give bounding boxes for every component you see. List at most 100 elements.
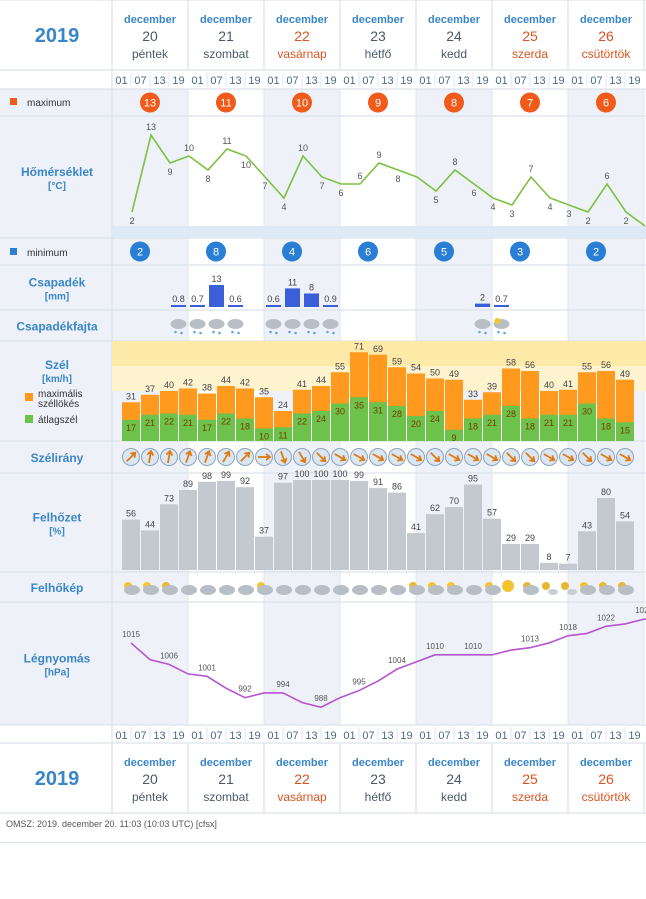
gust-value: 44 — [316, 375, 326, 385]
hour-label: 19 — [476, 75, 488, 87]
cloud-icon — [409, 585, 425, 595]
day-number: 20 — [142, 771, 158, 787]
weekday-label: vasárnap — [277, 47, 327, 61]
arrow-icon — [562, 453, 575, 462]
hour-label: 07 — [590, 730, 602, 742]
max-badge — [368, 92, 388, 113]
wind-dir-label: Szélirány — [31, 451, 84, 465]
raindrop-icon — [478, 330, 481, 334]
snowflake-icon — [237, 331, 240, 335]
cloud-value: 92 — [240, 476, 250, 486]
gust-value: 38 — [202, 383, 212, 393]
hour-label: 01 — [571, 75, 583, 87]
cloud-value: 43 — [582, 520, 592, 530]
weekday-label: hétfő — [365, 47, 392, 61]
cloud-bar — [236, 487, 254, 570]
arrow-icon — [372, 453, 385, 462]
gust-value: 40 — [164, 380, 174, 390]
snowflake-icon — [484, 331, 487, 335]
temperature-line — [131, 133, 646, 227]
cloud-icon — [238, 585, 254, 595]
max-badge — [444, 92, 464, 113]
arrow-icon — [448, 453, 461, 462]
cloud-bar — [141, 530, 159, 570]
max-badge — [520, 92, 540, 113]
precip-value: 11 — [288, 277, 297, 287]
arrow-icon — [298, 451, 307, 464]
avg-wind-bar — [312, 411, 330, 441]
cloud-bar — [445, 507, 463, 570]
wind-arrow-icon — [506, 452, 517, 463]
avg-wind-value: 21 — [145, 418, 155, 428]
wind-arrow-icon — [165, 449, 174, 464]
avg-wind-value: 30 — [335, 407, 345, 417]
rain-snow-icon — [189, 319, 206, 329]
temperature-value: 8 — [205, 174, 210, 184]
arrow-icon — [619, 453, 632, 462]
cloud-icon — [485, 585, 501, 595]
temperature-value: 10 — [298, 143, 308, 153]
cloud-icon — [371, 585, 387, 595]
hour-label: 19 — [552, 75, 564, 87]
min-value: 8 — [213, 247, 219, 259]
day-number: 25 — [522, 771, 538, 787]
arrow-icon — [467, 453, 480, 462]
avg-wind-bar — [274, 427, 292, 441]
avg-wind-value: 15 — [620, 425, 630, 435]
rain-snow-icon — [303, 319, 320, 329]
cloud-bar — [502, 543, 520, 570]
arrow-icon — [525, 452, 536, 463]
month-label: december — [200, 757, 253, 769]
cloud-icon — [567, 589, 577, 595]
cloud-icon — [580, 585, 596, 595]
avg-legend-label: átlagszél — [38, 415, 77, 426]
max-value: 8 — [451, 98, 457, 110]
footer-text: OMSZ: 2019. december 20. 11:03 (10:03 UT… — [6, 819, 217, 829]
day-number: 23 — [370, 28, 386, 44]
hour-label: 07 — [210, 75, 222, 87]
month-label: december — [580, 14, 633, 26]
month-label: december — [200, 14, 253, 26]
raindrop-icon — [231, 330, 234, 334]
maximum-marker — [10, 98, 17, 105]
gust-value: 58 — [506, 358, 516, 368]
day-number: 23 — [370, 771, 386, 787]
gust-value: 42 — [240, 378, 250, 388]
weekday-label: kedd — [441, 790, 467, 804]
avg-wind-value: 20 — [411, 419, 421, 429]
avg-wind-value: 17 — [202, 423, 212, 433]
wind-arrow-icon — [353, 453, 366, 462]
avg-wind-bar — [160, 413, 178, 441]
cloud-bar — [160, 504, 178, 570]
hour-label: 07 — [134, 730, 146, 742]
cloud-bar — [293, 480, 311, 570]
moon-icon — [542, 582, 550, 590]
cloud-bar — [559, 563, 577, 570]
wind-arrow-icon — [185, 449, 193, 463]
temperature-value: 6 — [338, 188, 343, 198]
temperature-label: Hőmérséklet — [21, 165, 93, 179]
precip-bar — [475, 303, 490, 307]
rain-snow-icon — [208, 319, 225, 329]
cloud-bar — [540, 562, 558, 570]
cloud-icon — [314, 585, 330, 595]
avg-wind-value: 30 — [582, 407, 592, 417]
cloud-value: 29 — [525, 533, 535, 543]
hour-label: 13 — [153, 730, 165, 742]
cloud-value: 100 — [313, 469, 328, 479]
cloud-bar — [369, 488, 387, 570]
gust-value: 55 — [335, 361, 345, 371]
wind-arrow-icon — [280, 451, 288, 465]
hour-label: 07 — [134, 75, 146, 87]
hour-label: 01 — [495, 730, 507, 742]
precip-value: 0.7 — [495, 294, 508, 304]
gust-value: 37 — [145, 384, 155, 394]
weekday-label: csütörtök — [582, 47, 632, 61]
cloud-bar — [274, 482, 292, 570]
cloud-icon — [599, 585, 615, 595]
month-label: december — [428, 14, 481, 26]
month-label: december — [504, 757, 557, 769]
cloud-value: 100 — [294, 469, 309, 479]
cloud-value: 7 — [565, 553, 570, 563]
